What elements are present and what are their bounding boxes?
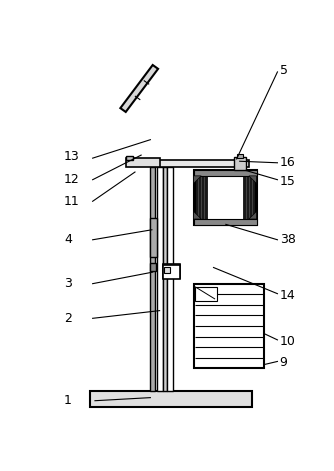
Bar	[163, 167, 167, 391]
Bar	[207, 171, 243, 224]
Text: 13: 13	[64, 150, 80, 163]
Polygon shape	[249, 211, 257, 219]
Text: 14: 14	[280, 289, 296, 302]
Text: 11: 11	[64, 195, 80, 208]
Text: 12: 12	[64, 173, 80, 186]
Bar	[163, 264, 180, 278]
Polygon shape	[249, 176, 257, 184]
Bar	[195, 287, 217, 300]
Bar	[150, 218, 157, 257]
Bar	[157, 167, 163, 391]
Bar	[167, 167, 173, 391]
Text: 1: 1	[64, 394, 72, 407]
Bar	[193, 170, 257, 225]
Polygon shape	[193, 176, 201, 184]
Text: 9: 9	[280, 357, 288, 369]
Polygon shape	[120, 65, 158, 112]
Bar	[150, 263, 156, 270]
Bar	[236, 154, 243, 158]
Text: 3: 3	[64, 277, 72, 290]
Bar	[90, 391, 252, 407]
Polygon shape	[193, 211, 201, 219]
Bar	[126, 158, 160, 167]
Text: 15: 15	[280, 175, 296, 188]
Bar	[163, 265, 180, 279]
Text: 16: 16	[280, 156, 296, 169]
Text: 10: 10	[280, 335, 296, 348]
Bar	[195, 171, 207, 224]
Text: 38: 38	[280, 233, 296, 246]
Bar	[193, 284, 264, 368]
Bar	[150, 167, 155, 391]
Bar	[193, 170, 257, 176]
Bar	[233, 157, 246, 170]
Bar	[164, 267, 170, 273]
Bar	[157, 161, 249, 167]
Text: 2: 2	[64, 312, 72, 325]
Bar	[126, 156, 134, 161]
Text: 4: 4	[64, 233, 72, 246]
Text: 5: 5	[280, 64, 288, 77]
Bar	[243, 171, 255, 224]
Bar	[193, 219, 257, 225]
